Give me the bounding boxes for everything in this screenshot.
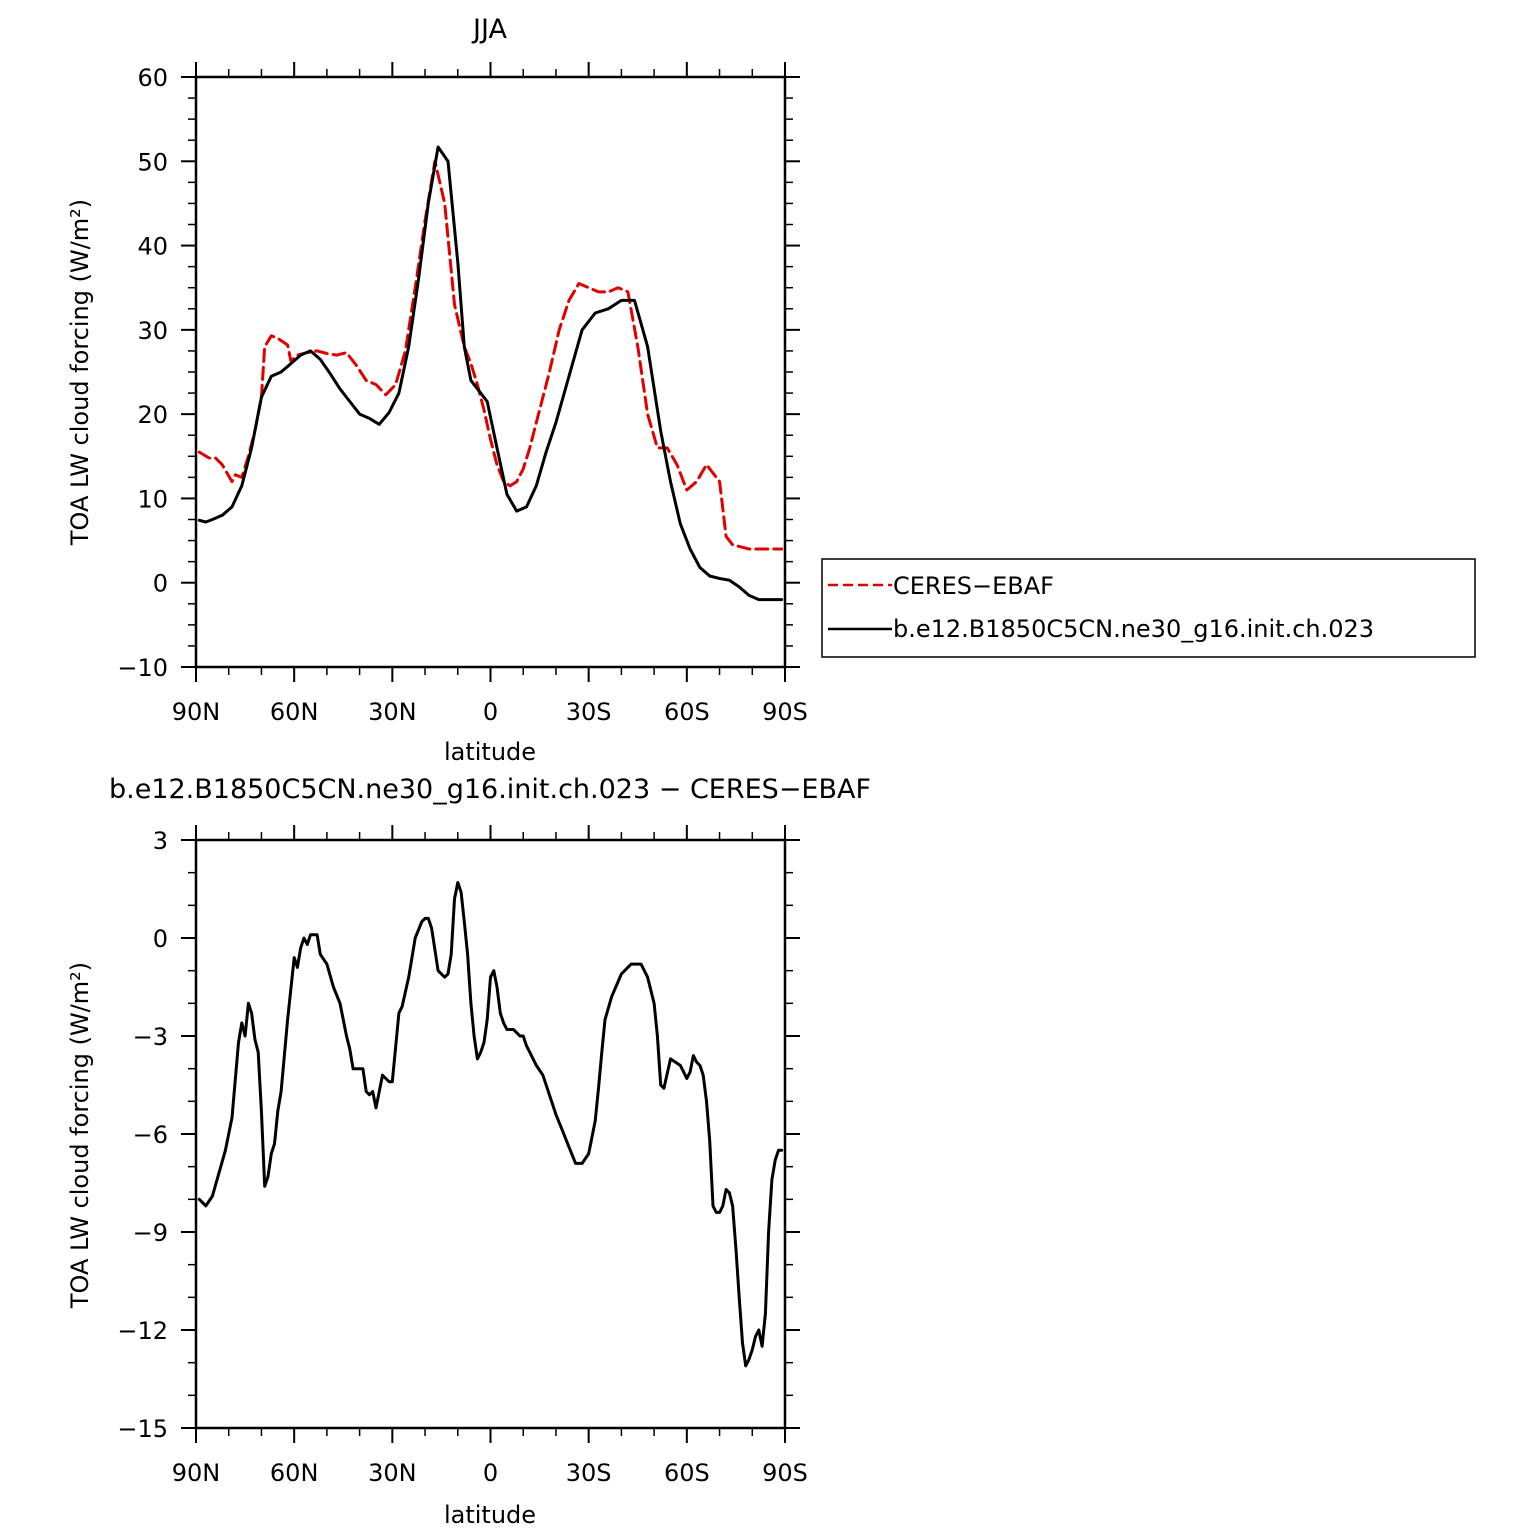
bottom-chart-x-tick-labels: 90N 60N 30N 0 30S 60S 90S [172,1459,808,1487]
y-tick-label: 3 [153,827,168,855]
y-tick-label: 40 [137,233,168,261]
y-tick-label: −12 [117,1317,168,1345]
series-line-0 [197,159,784,551]
y-tick-label: −10 [117,654,168,682]
bottom-chart-y-axis-label: TOA LW cloud forcing (W/m²) [66,962,94,1309]
x-tick-label: 60S [664,1459,710,1487]
legend: CERES−EBAF b.e12.B1850C5CN.ne30_g16.init… [821,558,1476,658]
x-tick-label: 60N [270,1459,319,1487]
x-tick-label: 60S [664,698,710,726]
y-tick-label: 60 [137,64,168,92]
top-chart-x-axis-label: latitude [444,738,536,766]
x-tick-label: 30S [566,1459,612,1487]
y-tick-label: −3 [133,1023,168,1051]
legend-box [821,558,1476,658]
bottom-chart-plot-frame [194,838,787,1430]
bottom-chart-ticks [181,825,800,1443]
x-tick-label: 30N [368,1459,417,1487]
bottom-chart-title: b.e12.B1850C5CN.ne30_g16.init.ch.023 − C… [109,774,871,805]
y-tick-label: 0 [153,925,168,953]
top-chart-panel: JJA 60 50 40 30 20 10 0 −10 90N 60N 30N 0 30S 60S 90S… [66,14,1476,766]
top-chart-title: JJA [471,14,507,45]
series-line-0 [197,881,784,1368]
y-tick-label: −9 [133,1219,168,1247]
y-tick-label: 0 [153,570,168,598]
x-tick-label: 90S [762,1459,808,1487]
legend-label-model: b.e12.B1850C5CN.ne30_g16.init.ch.023 [893,615,1374,643]
x-tick-label: 30N [368,698,417,726]
legend-label-ceres: CERES−EBAF [893,572,1054,600]
x-tick-label: 60N [270,698,319,726]
x-tick-label: 90N [172,698,221,726]
y-tick-label: −15 [117,1415,168,1443]
top-chart-y-axis-label: TOA LW cloud forcing (W/m²) [66,199,94,546]
y-tick-label: −6 [133,1121,168,1149]
bottom-chart-y-tick-labels: 3 0 −3 −6 −9 −12 −15 [117,827,168,1443]
top-chart-series-lines [197,145,784,602]
x-tick-label: 30S [566,698,612,726]
x-tick-label: 0 [483,1459,498,1487]
y-tick-label: 30 [137,317,168,345]
series-line-1 [197,145,784,602]
bottom-chart-panel: b.e12.B1850C5CN.ne30_g16.init.ch.023 − C… [66,774,871,1529]
x-tick-label: 90N [172,1459,221,1487]
x-tick-label: 0 [483,698,498,726]
bottom-chart-x-axis-label: latitude [444,1501,536,1529]
top-chart-ticks [181,62,800,682]
x-tick-label: 90S [762,698,808,726]
top-chart-y-tick-labels: 60 50 40 30 20 10 0 −10 [117,64,168,682]
top-chart-x-tick-labels: 90N 60N 30N 0 30S 60S 90S [172,698,808,726]
bottom-chart-series-lines [197,881,784,1368]
y-tick-label: 10 [137,485,168,513]
top-chart-plot-frame [194,75,787,669]
y-tick-label: 20 [137,401,168,429]
y-tick-label: 50 [137,148,168,176]
